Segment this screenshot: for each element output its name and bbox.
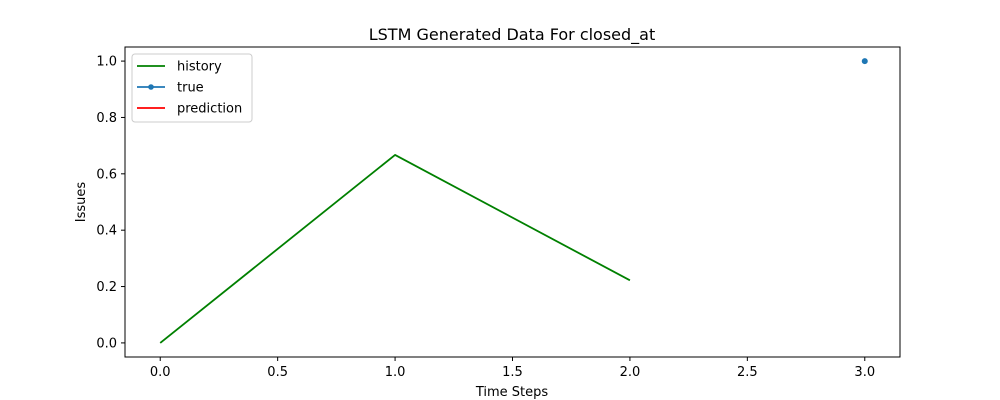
legend-marker-true <box>148 84 154 90</box>
y-tick-label: 0.6 <box>96 167 117 182</box>
x-axis-title: Time Steps <box>475 385 549 400</box>
legend: history true prediction <box>131 53 253 123</box>
x-tick-label: 0.0 <box>150 365 171 380</box>
y-axis-title: Issues <box>74 182 89 223</box>
chart-title: LSTM Generated Data For closed_at <box>369 25 656 45</box>
y-tick-label: 0.4 <box>96 224 117 239</box>
series-line-history <box>159 154 631 344</box>
x-tick-label: 2.5 <box>737 365 758 380</box>
x-tick-label: 3.0 <box>854 365 875 380</box>
axes: 0.0 0.5 1.0 1.5 2.0 2.5 3.0 0.0 0.2 0.4 0.6 0.8 1.0 <box>96 46 901 380</box>
y-tick-label: 0.8 <box>96 111 117 126</box>
x-tick-label: 1.5 <box>502 365 523 380</box>
data-point-true <box>861 58 868 65</box>
x-tick-label: 2.0 <box>620 365 641 380</box>
plot-area <box>159 58 868 344</box>
x-tick-label: 0.5 <box>267 365 288 380</box>
x-tick-label: 1.0 <box>385 365 406 380</box>
legend-label-true: true <box>177 81 204 96</box>
legend-label-prediction: prediction <box>177 102 242 117</box>
y-tick-label: 1.0 <box>96 55 117 70</box>
legend-box <box>131 53 253 123</box>
legend-label-history: history <box>177 60 222 75</box>
y-tick-label: 0.2 <box>96 280 117 295</box>
y-tick-label: 0.0 <box>96 336 117 351</box>
